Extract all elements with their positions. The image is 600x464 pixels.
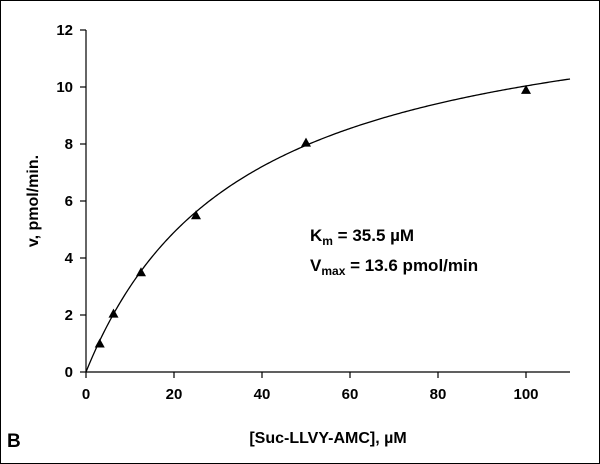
panel-label: B xyxy=(7,431,21,452)
y-tick-label: 12 xyxy=(56,22,73,39)
y-tick-label: 2 xyxy=(65,307,73,324)
x-tick-label: 60 xyxy=(342,386,359,403)
data-point-triangle xyxy=(136,267,146,277)
fit-curve xyxy=(85,78,571,373)
y-tick-label: 8 xyxy=(65,136,73,153)
x-axis-title: [Suc-LLVY-AMC], µM xyxy=(249,430,406,447)
y-tick-label: 10 xyxy=(56,79,73,96)
km-symbol: K xyxy=(310,226,323,245)
x-tick-label: 40 xyxy=(254,386,271,403)
vmax-value: = 13.6 pmol/min xyxy=(345,256,478,275)
km-subscript: m xyxy=(322,234,333,248)
x-tick-label: 100 xyxy=(513,386,538,403)
data-point-triangle xyxy=(108,308,119,318)
data-point-triangle xyxy=(521,84,531,94)
y-tick-label: 4 xyxy=(65,250,74,267)
y-tick-label: 6 xyxy=(65,193,73,210)
vmax-annotation: Vmax = 13.6 pmol/min xyxy=(310,256,478,278)
points-layer xyxy=(94,84,531,348)
data-point-triangle xyxy=(191,210,201,220)
fit-layer xyxy=(85,78,571,373)
y-axis-title: v, pmol/min. xyxy=(25,155,42,247)
data-point-triangle xyxy=(94,338,105,348)
vmax-subscript: max xyxy=(321,264,345,278)
x-tick-label: 20 xyxy=(166,386,183,403)
data-point-triangle xyxy=(301,137,311,147)
ticks-layer: 0 2 4 6 8 10 12 0 20 40 60 80 100 xyxy=(56,22,538,403)
km-value: = 35.5 µM xyxy=(333,226,414,245)
km-annotation: Km = 35.5 µM xyxy=(310,226,414,248)
y-tick-label: 0 xyxy=(65,364,73,381)
x-tick-label: 80 xyxy=(430,386,447,403)
x-tick-label: 0 xyxy=(82,386,90,403)
vmax-symbol: V xyxy=(310,256,322,275)
axes xyxy=(85,30,570,373)
